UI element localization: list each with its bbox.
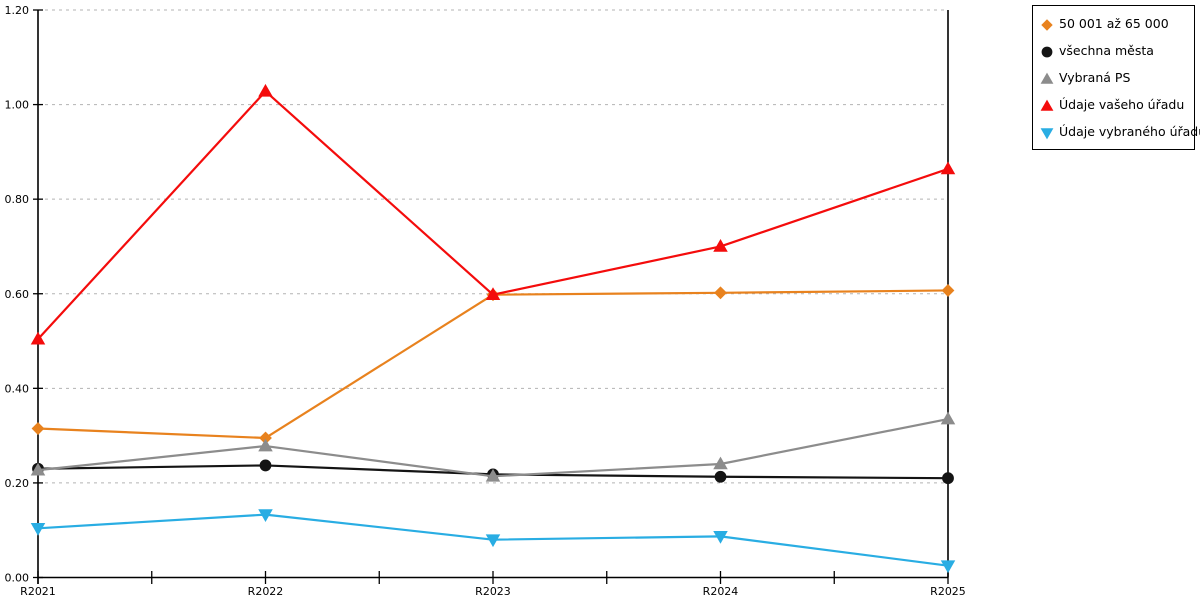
data-point-marker: [258, 438, 273, 452]
data-point-marker: [30, 523, 46, 536]
data-point-marker: [31, 422, 45, 435]
y-tick-label: 1.20: [5, 4, 30, 17]
data-point-marker: [30, 462, 46, 476]
series-line-3: [36, 90, 950, 341]
data-point-marker: [485, 468, 501, 482]
y-tick-label: 0.80: [5, 193, 30, 206]
data-point-marker: [942, 472, 954, 485]
data-point-marker: [714, 286, 727, 300]
data-point-marker: [258, 83, 273, 97]
y-tick-label: 1.00: [5, 99, 30, 112]
diamond-icon: [1040, 17, 1054, 31]
legend-label: Údaje vybraného úřadu: [1059, 124, 1200, 139]
x-tick-label: R2025: [930, 585, 966, 598]
legend-label: Vybraná PS: [1059, 70, 1131, 85]
data-point-marker: [940, 411, 956, 425]
circle-icon: [1040, 44, 1054, 58]
data-point-marker: [940, 161, 956, 175]
series-line-0: [36, 289, 950, 440]
triangle-down-icon: [1040, 125, 1054, 139]
legend-label: 50 001 až 65 000: [1059, 16, 1169, 31]
legend-item: Vybraná PS: [1040, 70, 1190, 85]
y-tick-label: 0.40: [5, 382, 30, 395]
data-point-marker: [259, 459, 272, 472]
data-point-marker: [30, 331, 46, 345]
y-tick-label: 0.00: [5, 572, 30, 585]
legend-item: 50 001 až 65 000: [1040, 16, 1190, 31]
triangle-up-icon: [1040, 71, 1054, 85]
data-point-marker: [940, 560, 956, 574]
x-tick-label: R2024: [703, 585, 739, 598]
x-tick-label: R2021: [20, 585, 56, 598]
legend-item: Údaje vybraného úřadu: [1040, 124, 1200, 139]
legend-item: všechna města: [1040, 43, 1190, 58]
triangle-up-icon: [1040, 98, 1054, 112]
x-tick-label: R2022: [248, 585, 284, 598]
legend-label: všechna města: [1059, 43, 1154, 58]
data-point-marker: [713, 456, 728, 470]
legend-item: Údaje vašeho úřadu: [1040, 97, 1190, 112]
y-tick-label: 0.60: [5, 288, 30, 301]
x-tick-label: R2023: [475, 585, 511, 598]
data-point-marker: [713, 531, 728, 544]
data-point-marker: [485, 287, 501, 300]
data-point-marker: [485, 534, 501, 548]
y-tick-label: 0.20: [5, 477, 30, 490]
data-point-marker: [713, 239, 728, 252]
legend: 50 001 až 65 000 všechna města Vybraná PS Ú…: [1032, 5, 1200, 150]
data-point-marker: [941, 284, 955, 297]
data-point-marker: [258, 509, 273, 523]
legend-label: Údaje vašeho úřadu: [1059, 97, 1185, 112]
data-point-marker: [714, 470, 727, 483]
